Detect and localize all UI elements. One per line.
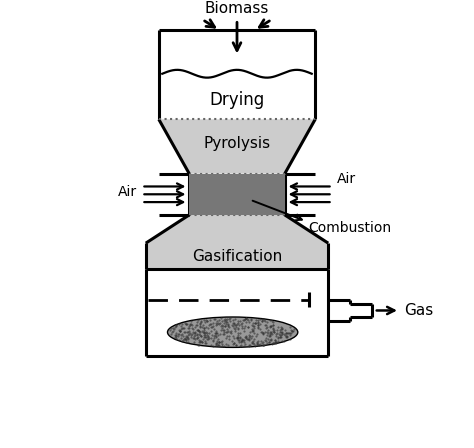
Text: Biomass: Biomass <box>205 1 269 17</box>
Polygon shape <box>189 174 285 215</box>
Text: Air: Air <box>337 172 356 186</box>
Text: Combustion: Combustion <box>309 221 392 235</box>
Text: Gas: Gas <box>404 303 434 318</box>
Polygon shape <box>146 215 328 269</box>
Polygon shape <box>159 119 315 174</box>
Ellipse shape <box>167 317 298 347</box>
Text: Pyrolysis: Pyrolysis <box>203 136 271 151</box>
Text: Air: Air <box>118 185 137 199</box>
Text: Gasification: Gasification <box>192 249 282 264</box>
Text: Drying: Drying <box>210 91 264 109</box>
